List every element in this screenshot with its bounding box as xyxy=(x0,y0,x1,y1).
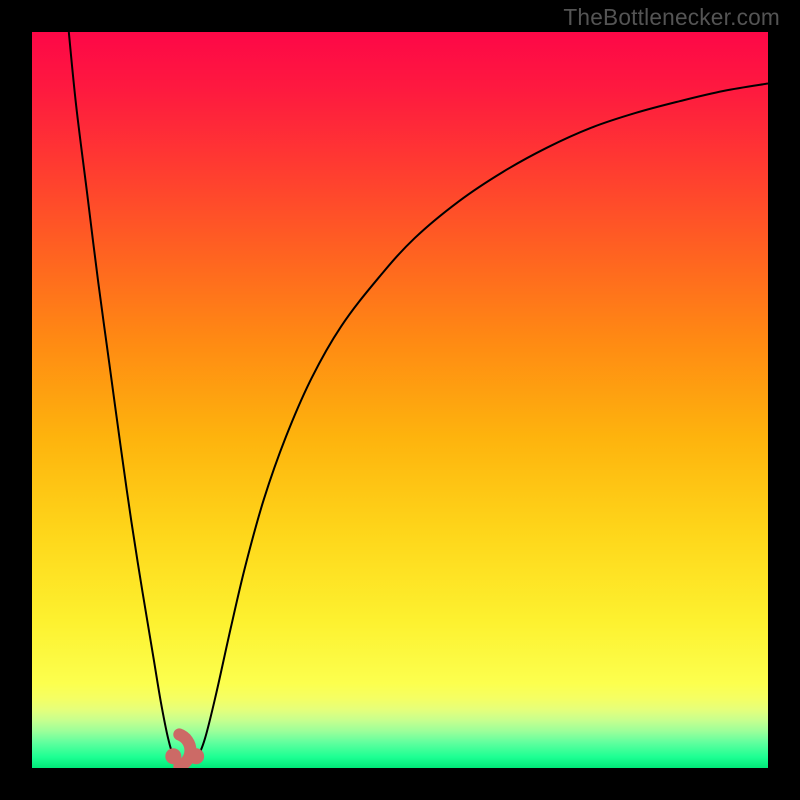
marker-dot-0 xyxy=(165,748,181,764)
watermark-text: TheBottlenecker.com xyxy=(563,4,780,31)
curve-layer xyxy=(32,32,768,768)
bottleneck-curve xyxy=(69,32,768,764)
marker-dot-1 xyxy=(188,748,204,764)
plot-area xyxy=(32,32,768,768)
marker-arc xyxy=(179,734,190,766)
